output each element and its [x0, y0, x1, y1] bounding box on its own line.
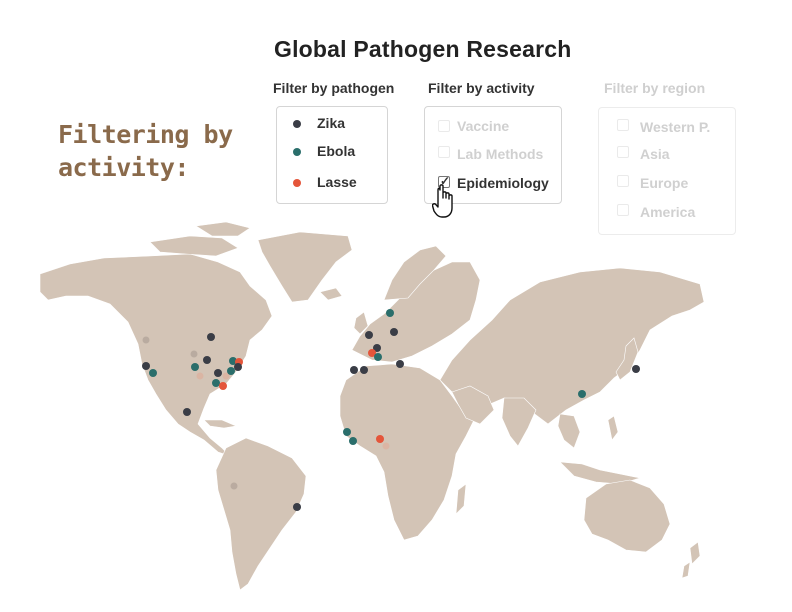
- activity-option-label: Lab Methods: [457, 146, 544, 162]
- australia-shape: [583, 479, 671, 553]
- map-land: [39, 221, 705, 591]
- zika-marker[interactable]: [142, 362, 150, 370]
- greenland-shape: [257, 231, 353, 303]
- ebola-marker[interactable]: [374, 353, 382, 361]
- hand-pointer-icon: [432, 184, 453, 218]
- africa-shape: [339, 363, 475, 541]
- ebola-marker[interactable]: [212, 379, 220, 387]
- page-title: Global Pathogen Research: [274, 36, 572, 62]
- filter-region-panel: Western P. Asia Europe America: [598, 107, 736, 235]
- region-option-america[interactable]: America: [599, 202, 735, 230]
- new-zealand-shape: [689, 541, 701, 565]
- faded-marker: [190, 350, 198, 358]
- side-note: Filtering by activity:: [58, 118, 233, 184]
- zika-marker[interactable]: [214, 369, 222, 377]
- asia-checkbox[interactable]: [617, 146, 629, 158]
- filter-pathogen-heading: Filter by pathogen: [273, 80, 395, 96]
- indonesia-shape: [559, 461, 641, 485]
- pathogen-option-label: Ebola: [317, 143, 356, 159]
- region-option-western-p[interactable]: Western P.: [599, 116, 735, 144]
- faded-marker: [142, 336, 150, 344]
- southeast-asia-shape: [557, 413, 581, 449]
- pathogen-option-label: Zika: [317, 115, 346, 131]
- zika-marker[interactable]: [390, 328, 398, 336]
- region-option-label: Asia: [640, 146, 670, 162]
- activity-option-lab-methods[interactable]: Lab Methods: [425, 137, 561, 167]
- ebola-marker[interactable]: [578, 390, 586, 398]
- faded-marker: [230, 482, 238, 490]
- western-p-checkbox[interactable]: [617, 119, 629, 131]
- zika-marker[interactable]: [350, 366, 358, 374]
- vaccine-checkbox[interactable]: [438, 120, 450, 132]
- zika-marker[interactable]: [234, 363, 242, 371]
- scandinavia-shape: [383, 245, 447, 301]
- region-option-label: Europe: [640, 175, 689, 191]
- filter-activity-panel: Vaccine Lab Methods ✓ Epidemiology: [424, 106, 562, 204]
- region-option-label: Western P.: [640, 119, 711, 135]
- zika-marker[interactable]: [293, 503, 301, 511]
- ebola-marker[interactable]: [386, 309, 394, 317]
- arctic-islands-shape: [149, 235, 239, 257]
- region-option-label: America: [640, 204, 696, 220]
- lab-methods-checkbox[interactable]: [438, 146, 450, 158]
- faded-marker: [382, 442, 390, 450]
- zika-marker[interactable]: [207, 333, 215, 341]
- madagascar-shape: [455, 483, 467, 515]
- new-zealand-shape: [681, 561, 691, 579]
- zika-dot-icon: [293, 120, 301, 128]
- filter-activity-heading: Filter by activity: [428, 80, 535, 96]
- south-america-shape: [215, 437, 307, 591]
- region-option-asia[interactable]: Asia: [599, 144, 735, 172]
- zika-marker[interactable]: [183, 408, 191, 416]
- filter-pathogen-panel: Zika Ebola Lasse: [276, 106, 388, 204]
- side-note-line-1: Filtering by: [58, 120, 233, 149]
- europe-checkbox[interactable]: [617, 175, 629, 187]
- europe-shape: [351, 261, 481, 363]
- north-america-shape: [39, 253, 273, 457]
- zika-marker[interactable]: [360, 366, 368, 374]
- philippines-shape: [607, 415, 619, 441]
- ebola-marker[interactable]: [227, 367, 235, 375]
- ebola-marker[interactable]: [349, 437, 357, 445]
- ebola-marker[interactable]: [149, 369, 157, 377]
- pathogen-option-ebola[interactable]: Ebola: [277, 137, 387, 167]
- pathogen-option-label: Lasse: [317, 174, 357, 190]
- activity-option-vaccine[interactable]: Vaccine: [425, 107, 561, 137]
- zika-marker[interactable]: [396, 360, 404, 368]
- ebola-dot-icon: [293, 148, 301, 156]
- active-markers: [142, 309, 640, 511]
- iceland-shape: [319, 287, 343, 301]
- india-shape: [501, 397, 537, 447]
- faded-markers: [142, 336, 390, 490]
- activity-option-label: Epidemiology: [457, 175, 549, 191]
- ebola-marker[interactable]: [229, 357, 237, 365]
- zika-marker[interactable]: [365, 331, 373, 339]
- ebola-marker[interactable]: [343, 428, 351, 436]
- lasse-marker[interactable]: [376, 435, 384, 443]
- caribbean-shape: [203, 419, 238, 429]
- lasse-dot-icon: [293, 179, 301, 187]
- zika-marker[interactable]: [632, 365, 640, 373]
- zika-marker[interactable]: [203, 356, 211, 364]
- region-option-europe[interactable]: Europe: [599, 173, 735, 201]
- japan-shape: [615, 337, 639, 381]
- faded-marker: [196, 372, 204, 380]
- lasse-marker[interactable]: [219, 382, 227, 390]
- faded-marker: [222, 372, 230, 380]
- pathogen-option-lasse[interactable]: Lasse: [277, 167, 387, 197]
- ebola-marker[interactable]: [191, 363, 199, 371]
- filter-region-heading: Filter by region: [604, 80, 706, 96]
- pathogen-option-zika[interactable]: Zika: [277, 107, 387, 137]
- arctic-islands-shape: [195, 221, 251, 237]
- arabia-shape: [451, 385, 495, 425]
- uk-shape: [353, 311, 369, 335]
- zika-marker[interactable]: [373, 344, 381, 352]
- america-checkbox[interactable]: [617, 204, 629, 216]
- checkmark-icon: ✓: [440, 174, 451, 188]
- lasse-marker[interactable]: [368, 349, 376, 357]
- side-note-line-2: activity:: [58, 153, 189, 182]
- activity-option-label: Vaccine: [457, 118, 510, 134]
